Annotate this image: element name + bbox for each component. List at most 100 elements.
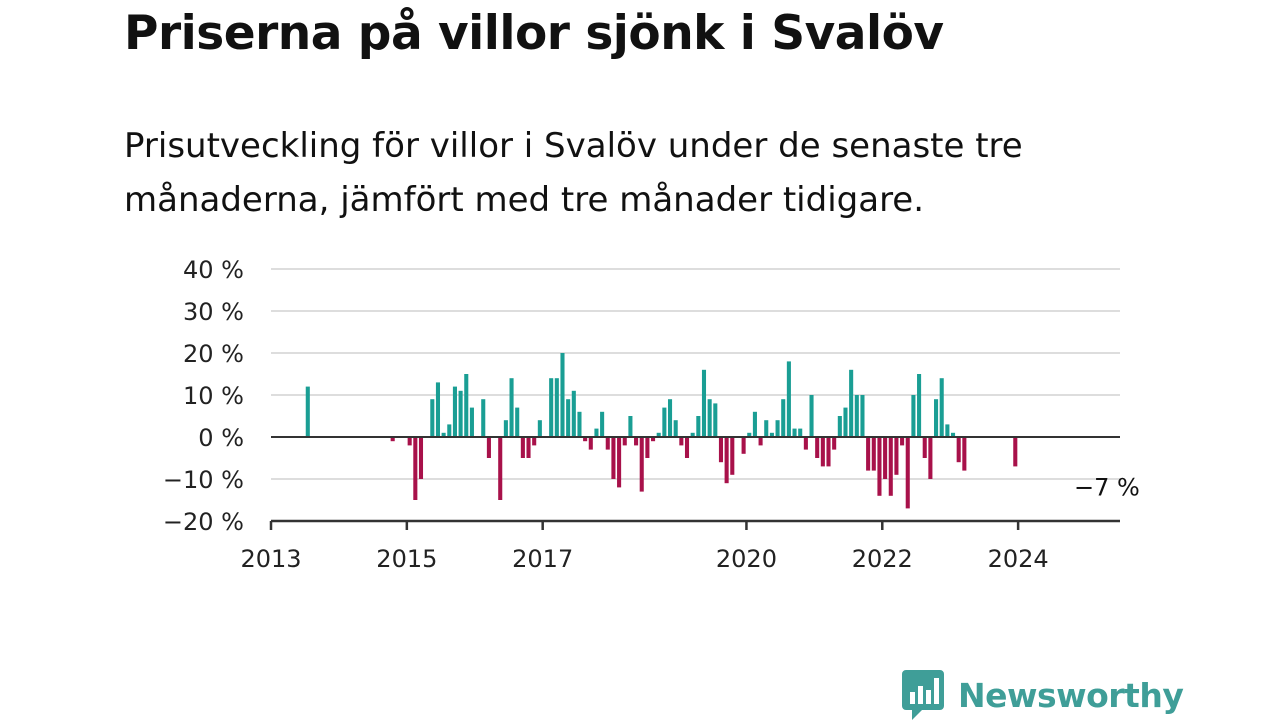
bar — [792, 428, 797, 437]
bar — [418, 437, 424, 479]
bar — [594, 428, 599, 437]
bar — [571, 390, 576, 437]
bar — [481, 399, 486, 437]
axes — [269, 436, 1120, 530]
bar — [877, 437, 882, 496]
bar — [854, 395, 859, 437]
bar — [622, 437, 627, 446]
bar — [532, 437, 537, 446]
y-tick-label: 20 % — [183, 340, 244, 368]
bar — [883, 437, 888, 479]
bar — [815, 437, 820, 458]
bar — [866, 437, 871, 471]
bar — [843, 407, 848, 437]
bars — [305, 353, 1018, 509]
bar — [458, 390, 463, 437]
y-tick-label: 10 % — [183, 382, 244, 410]
bar — [928, 437, 933, 479]
bar — [526, 437, 531, 458]
bar — [950, 432, 956, 437]
gridlines — [271, 268, 1120, 480]
bar — [554, 378, 559, 437]
bar — [701, 369, 707, 437]
bar — [724, 437, 729, 484]
bar — [435, 382, 441, 437]
bar — [860, 395, 865, 437]
bar — [617, 437, 622, 488]
bar — [934, 399, 939, 437]
bar — [741, 437, 746, 454]
bar — [786, 361, 791, 437]
bar — [520, 437, 525, 458]
chart-subtitle: Prisutveckling för villor i Svalöv under… — [124, 126, 1023, 220]
bar — [503, 420, 508, 437]
bar — [730, 437, 735, 475]
bar — [962, 437, 967, 471]
labels: 40 % 30 % 20 % 10 % 0 % −10 % −20 % 2013 2015 201… — [163, 256, 1140, 573]
bar — [486, 437, 491, 458]
bar — [922, 437, 927, 458]
bar — [583, 437, 588, 442]
y-tick-label: 40 % — [183, 256, 244, 284]
bar — [945, 424, 950, 437]
x-tick-label: 2017 — [512, 545, 573, 573]
bar — [781, 399, 786, 437]
bar — [577, 411, 582, 437]
bar — [566, 399, 571, 437]
bar — [747, 432, 752, 437]
bar — [696, 416, 701, 437]
bar — [430, 399, 435, 437]
x-tick-label: 2015 — [376, 545, 437, 573]
y-tick-label: 0 % — [198, 424, 244, 452]
bar — [560, 353, 565, 437]
bar — [809, 395, 814, 437]
bar — [588, 437, 593, 450]
bar — [628, 416, 633, 437]
chart-title: Priserna på villor sjönk i Svalöv — [124, 6, 944, 61]
bar — [826, 437, 831, 467]
bar — [752, 411, 757, 437]
x-tick-label: 2022 — [852, 545, 913, 573]
bar — [888, 437, 893, 496]
bar — [871, 437, 876, 471]
bar — [464, 374, 469, 437]
bar — [600, 411, 605, 437]
y-tick-label: 30 % — [183, 298, 244, 326]
bar — [820, 437, 825, 467]
bar — [713, 403, 718, 437]
bar — [1013, 437, 1018, 467]
bar — [764, 420, 769, 437]
bar — [605, 437, 610, 450]
bar — [549, 378, 554, 437]
y-tick-label: −10 % — [163, 466, 244, 494]
newsworthy-logo: Newsworthy — [902, 670, 1184, 720]
bar — [769, 432, 774, 437]
bar — [509, 378, 514, 437]
bar — [849, 369, 854, 437]
bar — [515, 407, 520, 437]
bar — [639, 437, 644, 492]
bar — [447, 424, 452, 437]
x-tick-label: 2024 — [988, 545, 1049, 573]
bar — [634, 437, 639, 446]
bar — [775, 420, 780, 437]
bar — [837, 416, 842, 437]
bar — [911, 395, 916, 437]
bar — [956, 437, 961, 463]
bar — [656, 432, 661, 437]
y-tick-label: −20 % — [163, 508, 244, 536]
bar — [707, 399, 712, 437]
bar — [894, 437, 899, 475]
bar — [645, 437, 650, 458]
bar — [441, 432, 446, 437]
bar — [667, 399, 673, 437]
last-value-label: −7 % — [1074, 473, 1140, 501]
newsworthy-logo-icon — [902, 670, 944, 720]
bar — [758, 437, 763, 446]
bar — [798, 428, 803, 437]
bar — [611, 437, 616, 479]
bar — [832, 437, 837, 450]
bar — [498, 437, 503, 500]
newsworthy-logo-text: Newsworthy — [958, 675, 1184, 715]
